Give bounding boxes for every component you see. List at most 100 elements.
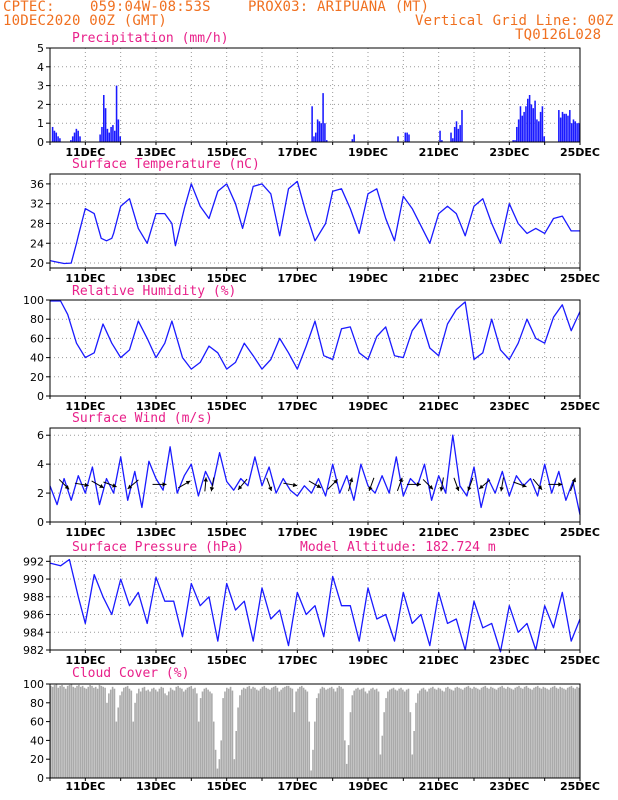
data-bar (351, 139, 354, 142)
data-bar (578, 123, 580, 142)
data-bar (576, 123, 578, 142)
data-bar (55, 132, 58, 142)
data-bar (512, 689, 515, 778)
data-bar (448, 688, 451, 778)
data-bar (555, 687, 558, 778)
panel-title: Relative Humidity (%) (72, 284, 236, 299)
data-bar (439, 688, 442, 778)
wind-arrow-head (316, 484, 322, 488)
data-bar (508, 687, 511, 778)
data-bar (570, 685, 573, 778)
header-source: CPTEC: (3, 0, 55, 15)
data-bar (332, 688, 335, 778)
data-bar (415, 702, 417, 778)
data-bar (119, 136, 122, 142)
data-bar (514, 140, 516, 142)
data-bar (79, 686, 82, 778)
header: CPTEC: 059:04W-08:53S PROX03: ARIPUANA (… (0, 0, 618, 48)
y-tick-label: 992 (23, 555, 44, 568)
data-bar (289, 687, 292, 778)
data-bar (194, 687, 196, 778)
panel-frame (49, 47, 581, 143)
data-bar (572, 687, 575, 778)
x-tick-label: 23DEC (489, 272, 529, 285)
data-bar (527, 98, 529, 142)
data-bar (222, 698, 224, 778)
y-tick-label: 6 (37, 429, 44, 442)
data-bar (527, 687, 530, 778)
data-bar (57, 136, 59, 142)
y-tick-label: 100 (23, 294, 44, 307)
x-tick-label: 25DEC (560, 146, 600, 159)
data-bar (324, 123, 326, 142)
data-bar (182, 691, 185, 778)
y-tick-label: 984 (23, 626, 44, 639)
y-tick-label: 0 (37, 390, 44, 403)
data-bar (493, 688, 496, 778)
data-bar (373, 689, 376, 778)
data-bar (272, 686, 275, 778)
data-bar (456, 686, 458, 778)
data-bar (553, 685, 556, 778)
data-bar (311, 106, 313, 142)
data-bar (53, 130, 56, 142)
data-bar (572, 119, 575, 142)
x-tick-label: 11DEC (65, 272, 105, 285)
data-bar (506, 686, 509, 778)
y-tick-label: 982 (23, 644, 44, 657)
data-bar (319, 688, 322, 778)
data-bar (353, 134, 355, 142)
data-bar (548, 689, 550, 778)
data-bar (411, 754, 414, 778)
data-bar (134, 702, 136, 778)
data-bar (428, 688, 430, 778)
data-bar (70, 140, 72, 142)
x-tick-label: 17DEC (277, 272, 317, 285)
data-bar (209, 691, 211, 778)
x-tick-label: 17DEC (277, 526, 317, 539)
data-bar (532, 108, 535, 142)
data-bar (59, 138, 61, 142)
panel-6: 0 20 40 60 80 100 11DEC 13DEC 15DEC 17DEC 19DEC 21D… (23, 666, 600, 793)
y-tick-label: 2 (37, 98, 44, 111)
data-bar (145, 690, 148, 778)
data-bar (368, 690, 370, 778)
wind-arrow (368, 477, 375, 492)
data-bar (216, 768, 219, 778)
data-bar (50, 685, 52, 778)
x-tick-label: 13DEC (136, 526, 176, 539)
data-bar (390, 688, 393, 778)
data-bar (484, 685, 487, 778)
data-bar (321, 686, 324, 778)
data-bar (383, 712, 385, 778)
y-tick-label: 20 (30, 753, 44, 766)
data-bar (404, 132, 407, 142)
panel-frame (49, 173, 581, 269)
panel-3: 0 20 40 60 80 100 11DEC 13DEC 15DEC 17DEC 19DEC 21D… (23, 284, 600, 413)
data-bar (569, 110, 571, 142)
data-bar (445, 687, 447, 778)
data-bar (519, 106, 522, 142)
y-tick-label: 36 (30, 178, 44, 191)
data-bar (452, 690, 455, 778)
x-tick-label: 21DEC (419, 654, 459, 667)
data-bar (285, 685, 288, 778)
data-bar (284, 686, 286, 778)
data-bar (237, 707, 239, 778)
data-bar (177, 685, 179, 778)
data-bar (349, 712, 352, 778)
data-bar (113, 130, 116, 142)
data-bar (453, 126, 456, 142)
data-bar (478, 689, 481, 778)
data-bar (71, 136, 74, 142)
data-bar (252, 686, 254, 778)
y-tick-label: 40 (30, 352, 44, 365)
data-bar (151, 688, 153, 778)
y-tick-label: 80 (30, 697, 44, 710)
data-bar (408, 134, 410, 142)
data-bar (244, 688, 247, 778)
x-tick-label: 23DEC (489, 654, 529, 667)
data-bar (441, 140, 443, 142)
data-bar (74, 687, 76, 778)
